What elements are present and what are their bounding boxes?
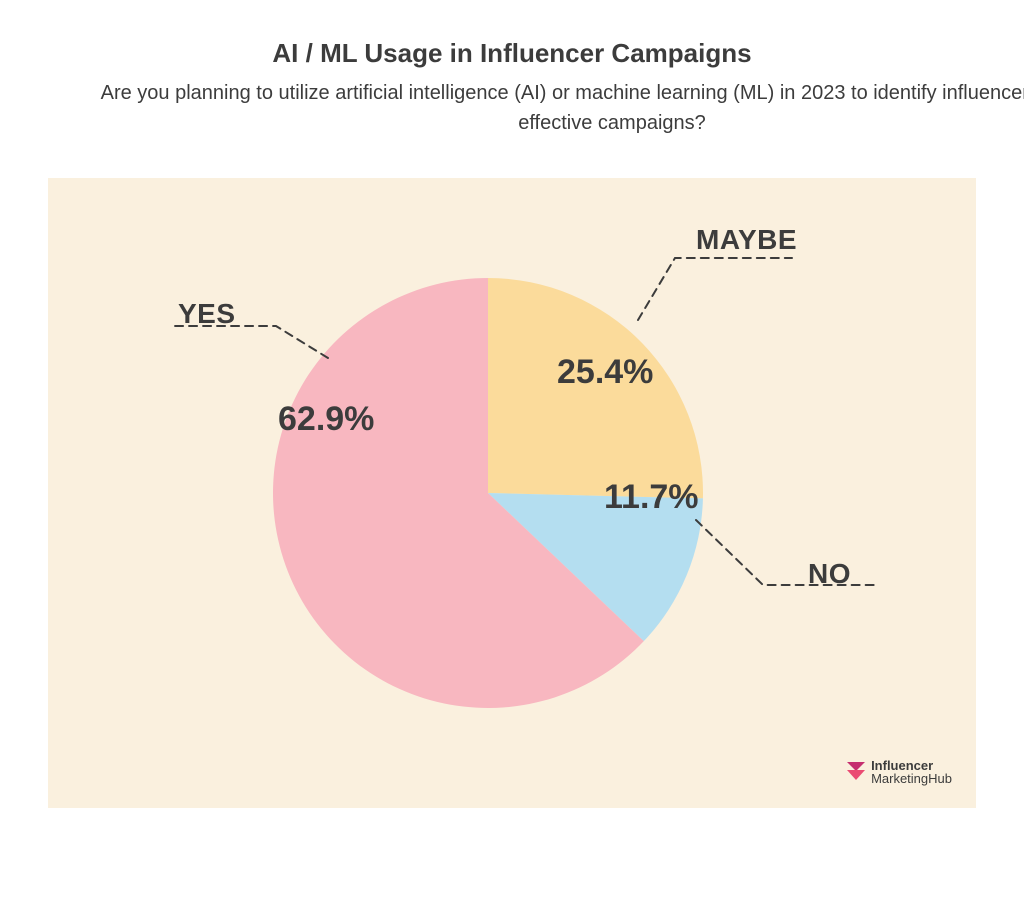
slice-pct-yes: 62.9% xyxy=(278,400,374,439)
brand-attribution: Influencer MarketingHub xyxy=(847,759,952,786)
brand-line1: Influencer xyxy=(871,759,952,773)
chart-panel: 25.4% 11.7% 62.9% MAYBE NO YES Influence… xyxy=(48,178,976,808)
slice-pct-maybe: 25.4% xyxy=(557,353,653,392)
brand-line2: MarketingHub xyxy=(871,772,952,786)
slice-label-no: NO xyxy=(808,558,851,590)
slice-label-yes: YES xyxy=(178,298,236,330)
chart-subtitle: Are you planning to utilize artificial i… xyxy=(0,78,1024,138)
slice-pct-no: 11.7% xyxy=(604,478,699,517)
slice-label-maybe: MAYBE xyxy=(696,224,797,256)
brand-text: Influencer MarketingHub xyxy=(871,759,952,786)
pie-chart-svg xyxy=(48,178,976,808)
brand-icon xyxy=(847,762,865,782)
chart-title: AI / ML Usage in Influencer Campaigns xyxy=(0,38,1024,69)
